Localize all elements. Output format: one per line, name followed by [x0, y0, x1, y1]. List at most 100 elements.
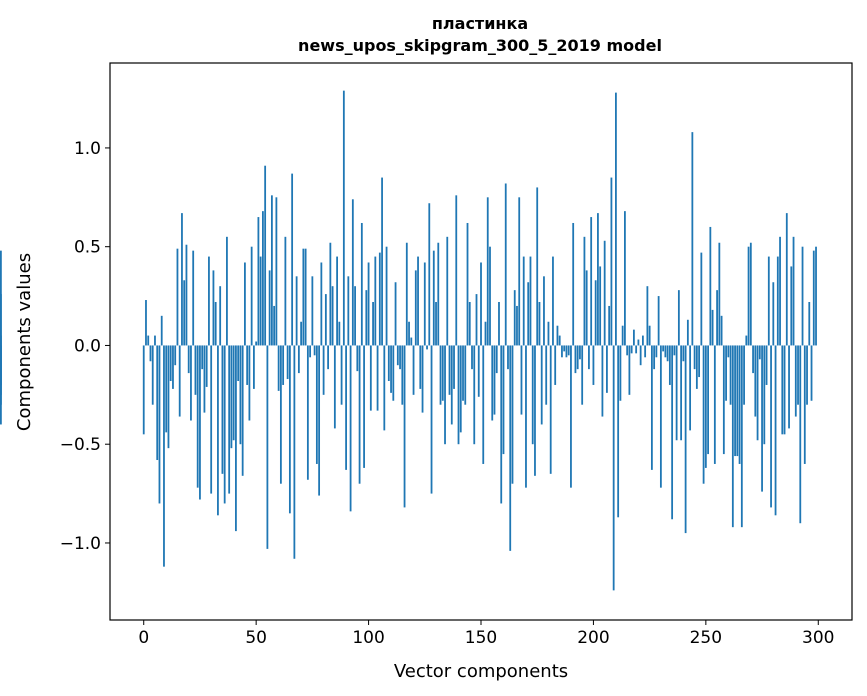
bar: [610, 177, 613, 346]
bar: [806, 345, 808, 405]
bar: [585, 270, 588, 346]
bar: [767, 256, 770, 346]
bar: [374, 256, 377, 346]
bar: [446, 236, 449, 346]
x-tick-label: 150: [465, 628, 497, 648]
bar: [608, 305, 611, 346]
bar: [783, 345, 786, 435]
bar: [794, 345, 797, 417]
bar: [163, 345, 165, 567]
bar: [671, 345, 674, 520]
bar: [444, 345, 446, 445]
bar: [765, 345, 768, 385]
bar: [720, 315, 723, 346]
bar: [691, 132, 694, 346]
bar: [327, 345, 330, 370]
bar: [235, 345, 237, 532]
bar: [698, 345, 701, 378]
bar: [309, 345, 312, 358]
bar: [145, 300, 147, 346]
bar: [538, 301, 541, 346]
bar: [158, 345, 161, 504]
bar: [475, 294, 478, 346]
bar: [160, 315, 163, 346]
bar: [450, 345, 453, 425]
bar: [205, 345, 208, 387]
x-axis-label: Vector components: [394, 661, 568, 682]
bar: [725, 345, 727, 401]
bar: [208, 256, 210, 346]
bar: [183, 280, 186, 346]
bar: [405, 242, 408, 346]
bar: [500, 345, 503, 504]
bar: [803, 345, 806, 464]
bar: [322, 345, 325, 395]
bar: [297, 345, 300, 374]
bar: [536, 187, 539, 346]
bar: [201, 345, 204, 370]
bar: [172, 345, 174, 389]
bar: [682, 345, 685, 362]
bar: [185, 244, 188, 346]
bar: [156, 345, 159, 461]
chart-title-line2: news_upos_skipgram_300_5_2019 model: [298, 36, 662, 55]
bar: [230, 345, 233, 449]
bar: [626, 345, 629, 356]
bar: [217, 345, 219, 516]
bar: [641, 335, 644, 346]
bar: [417, 256, 419, 346]
bar: [684, 345, 687, 534]
bar: [552, 256, 554, 346]
bar: [484, 321, 487, 346]
bar: [606, 345, 608, 393]
bar: [288, 345, 291, 514]
bar: [167, 345, 170, 449]
bar: [516, 305, 518, 346]
bar: [459, 345, 462, 433]
bar: [147, 335, 150, 346]
bar: [644, 345, 647, 358]
bar: [491, 345, 494, 421]
y-tick-label: −0.5: [60, 435, 101, 455]
bar: [383, 345, 386, 431]
bar: [390, 345, 392, 393]
bar: [774, 345, 777, 516]
bar: [300, 321, 303, 346]
bar: [695, 345, 698, 389]
bar: [304, 248, 307, 346]
bar: [572, 222, 575, 346]
bar: [264, 165, 267, 346]
x-axis-ticks: 0 50 100 150 200 250 300: [138, 620, 834, 648]
bar: [345, 345, 347, 470]
bar: [192, 250, 195, 346]
bar: [752, 345, 754, 374]
bar: [561, 345, 563, 358]
bar: [713, 345, 716, 464]
x-tick-label: 200: [577, 628, 609, 648]
bar: [668, 345, 671, 385]
bar: [574, 345, 577, 374]
bar: [677, 290, 680, 346]
bar: [686, 319, 689, 346]
bar: [509, 345, 512, 551]
bar: [455, 195, 458, 346]
bar: [815, 246, 817, 346]
x-tick-label: 50: [245, 628, 267, 648]
x-tick-label: 0: [138, 628, 149, 648]
bar: [810, 345, 813, 401]
bar: [176, 248, 179, 346]
bar: [747, 246, 750, 346]
bar: [293, 345, 296, 559]
bar: [399, 345, 401, 370]
bar: [302, 248, 305, 346]
bar: [489, 246, 491, 346]
bar: [367, 262, 370, 346]
bar: [664, 345, 667, 358]
bar: [282, 345, 285, 385]
bar: [590, 217, 593, 346]
bar: [543, 276, 545, 346]
bar: [639, 345, 642, 366]
bar: [363, 345, 365, 468]
bar: [376, 345, 379, 411]
bar: [0, 345, 2, 425]
